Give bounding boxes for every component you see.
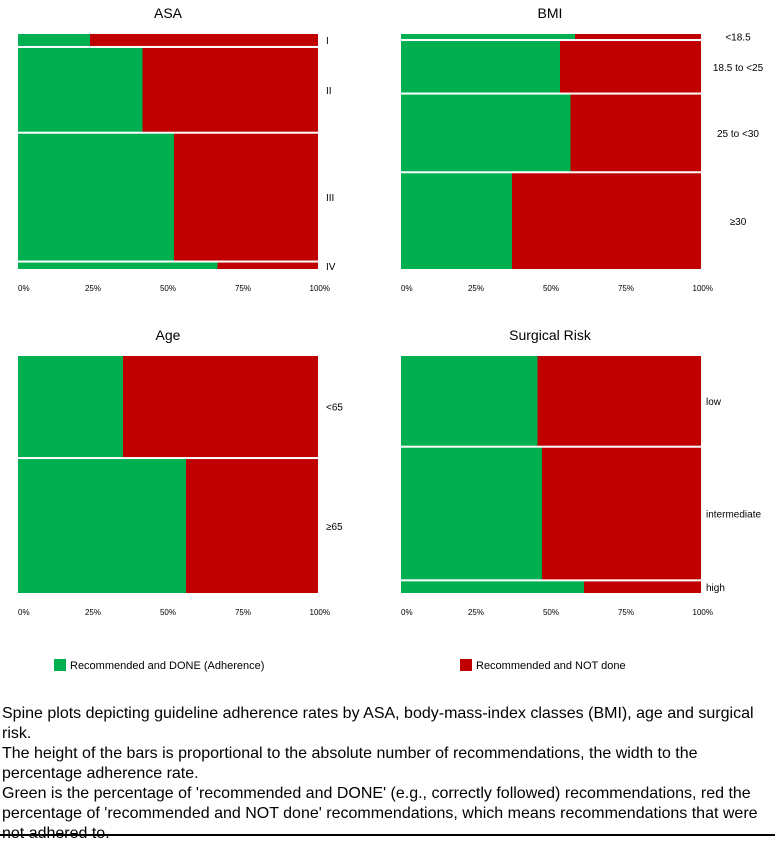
category-label-18-5-to-25-1: 18.5 to <25 (713, 63, 764, 74)
caption-line-3: Green is the percentage of 'recommended … (2, 785, 758, 842)
bar-done-iv-3 (18, 262, 218, 269)
bar-not-done-ii-1 (142, 47, 318, 132)
category-label-18-5-0: <18.5 (725, 33, 751, 44)
bottom-rule (0, 834, 775, 836)
bar-done-i-0 (18, 34, 90, 46)
category-label-30-3: ≥30 (730, 217, 747, 228)
panel-surgical-risk: low intermediate high 0% 25% 50% 75% 100% (401, 356, 761, 617)
tick-label-1: 25% (85, 608, 101, 617)
panel-title-surgical-risk: Surgical Risk (509, 327, 592, 343)
bar-done-18-5-0 (401, 34, 575, 40)
tick-label-4: 100% (693, 608, 713, 617)
tick-label-4: 100% (310, 284, 330, 293)
bar-not-done-65-1 (186, 459, 318, 593)
bar-not-done-65-0 (123, 356, 318, 458)
tick-label-2: 50% (160, 608, 176, 617)
tick-label-1: 25% (468, 608, 484, 617)
tick-label-2: 50% (543, 608, 559, 617)
bar-not-done-high-2 (584, 581, 701, 593)
bar-done-30-3 (401, 173, 512, 269)
panel-title-bmi: BMI (538, 5, 563, 21)
bar-not-done-iii-2 (174, 133, 318, 261)
legend-label-not-done: Recommended and NOT done (476, 660, 626, 672)
tick-label-2: 50% (160, 284, 176, 293)
bar-done-high-2 (401, 581, 584, 593)
legend-swatch-done (54, 659, 66, 671)
bar-done-iii-2 (18, 133, 174, 261)
caption-line-1: Spine plots depicting guideline adherenc… (2, 705, 754, 742)
figure-caption: Spine plots depicting guideline adherenc… (2, 704, 772, 844)
bar-done-intermediate-1 (401, 447, 542, 580)
bar-not-done-18-5-to-25-1 (560, 41, 701, 93)
category-label-i-0: I (326, 36, 329, 47)
tick-label-3: 75% (618, 284, 634, 293)
legend-label-done: Recommended and DONE (Adherence) (70, 660, 264, 672)
bar-done-18-5-to-25-1 (401, 41, 560, 93)
tick-label-1: 25% (468, 284, 484, 293)
bar-done-low-0 (401, 356, 538, 446)
caption-line-2: The height of the bars is proportional t… (2, 745, 698, 782)
panel-title-age: Age (156, 327, 181, 343)
panel-title-asa: ASA (154, 5, 183, 21)
category-label-intermediate-1: intermediate (706, 510, 761, 521)
tick-label-2: 50% (543, 284, 559, 293)
category-label-ii-1: II (326, 86, 332, 97)
tick-label-3: 75% (235, 284, 251, 293)
bar-not-done-intermediate-1 (542, 447, 701, 580)
bar-not-done-i-0 (90, 34, 318, 46)
tick-label-0: 0% (401, 284, 413, 293)
tick-label-0: 0% (401, 608, 413, 617)
bar-not-done-low-0 (537, 356, 701, 446)
tick-label-0: 0% (18, 284, 30, 293)
legend: Recommended and DONE (Adherence) Recomme… (54, 659, 626, 672)
category-label-low-0: low (706, 397, 722, 408)
category-label-iv-3: IV (326, 262, 336, 273)
tick-label-3: 75% (618, 608, 634, 617)
tick-label-4: 100% (310, 608, 330, 617)
bar-done-25-to-30-2 (401, 94, 571, 172)
bar-not-done-iv-3 (217, 262, 318, 269)
bar-done-65-0 (18, 356, 123, 458)
bar-done-65-1 (18, 459, 186, 593)
panel-age: <65 ≥65 0% 25% 50% 75% 100% (18, 356, 343, 617)
category-label-iii-2: III (326, 193, 334, 204)
legend-swatch-not-done (460, 659, 472, 671)
panel-bmi: <18.5 18.5 to <25 25 to <30 ≥30 0% 25% 50% 75% 1… (401, 33, 764, 293)
category-label-25-to-30-2: 25 to <30 (717, 129, 759, 140)
tick-label-1: 25% (85, 284, 101, 293)
bar-not-done-25-to-30-2 (570, 94, 701, 172)
bar-not-done-18-5-0 (575, 34, 701, 40)
category-label-65-0: <65 (326, 403, 343, 414)
tick-label-0: 0% (18, 608, 30, 617)
bar-done-ii-1 (18, 47, 143, 132)
bar-not-done-30-3 (512, 173, 701, 269)
tick-label-4: 100% (693, 284, 713, 293)
category-label-high-2: high (706, 583, 725, 594)
category-label-65-1: ≥65 (326, 522, 343, 533)
tick-label-3: 75% (235, 608, 251, 617)
